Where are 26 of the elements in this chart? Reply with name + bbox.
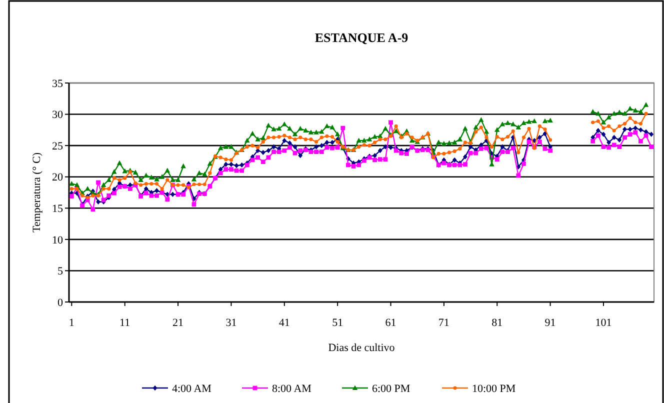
- x-tick-label: 11: [120, 317, 130, 329]
- legend-label: 6:00 PM: [372, 382, 410, 395]
- y-tick-label: 5: [58, 266, 64, 278]
- x-axis-title: Dias de cultivo: [328, 342, 396, 354]
- y-tick-label: 15: [52, 202, 64, 215]
- y-tick-label: 10: [52, 234, 64, 246]
- x-tick-label: 41: [278, 317, 290, 329]
- y-tick-label: 30: [52, 109, 64, 122]
- y-tick-label: 20: [52, 172, 64, 184]
- x-tick-label: 81: [492, 317, 503, 329]
- x-tick-label: 61: [385, 317, 396, 329]
- x-tick-label: 91: [544, 317, 556, 329]
- x-tick-label: 101: [595, 317, 612, 329]
- y-axis-title: Temperatura (° C): [31, 152, 43, 232]
- x-tick-label: 31: [226, 317, 237, 329]
- legend-label: 10:00 PM: [472, 382, 516, 395]
- y-tick-label: 35: [52, 78, 64, 90]
- x-tick-label: 51: [332, 317, 344, 329]
- legend-label: 8:00 AM: [272, 382, 312, 395]
- x-tick-label: 21: [172, 317, 184, 329]
- y-tick-label: 0: [58, 296, 64, 309]
- chart-title: ESTANQUE A-9: [314, 30, 409, 45]
- y-tick-label: 25: [52, 140, 64, 152]
- legend-label: 4:00 AM: [172, 382, 212, 395]
- x-tick-label: 1: [68, 317, 74, 329]
- x-tick-label: 71: [438, 317, 450, 329]
